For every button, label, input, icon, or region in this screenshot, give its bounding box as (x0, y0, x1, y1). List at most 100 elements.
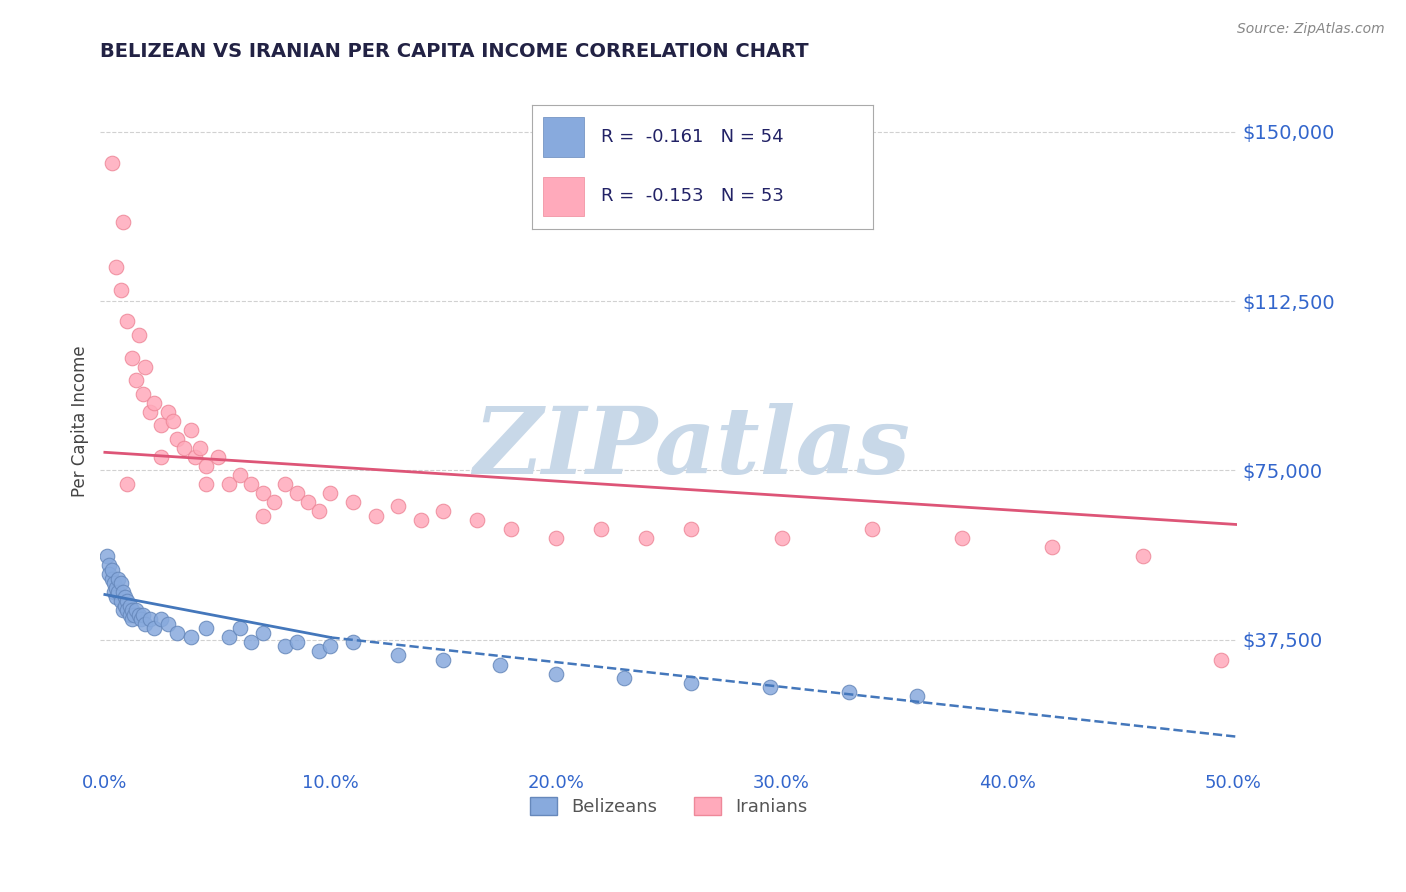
Point (105, 590, 128, 604)
Point (342, 635, 364, 649)
Point (128, 607, 150, 622)
Point (134, 616, 156, 631)
Point (122, 607, 145, 622)
Legend: Belizeans, Iranians: Belizeans, Iranians (523, 789, 814, 823)
Point (114, 599, 136, 613)
Point (111, 215, 134, 229)
Point (252, 626, 274, 640)
Point (143, 621, 166, 635)
Point (117, 477, 139, 491)
Point (96, 549, 118, 563)
Point (207, 450, 229, 464)
Point (110, 594, 132, 608)
Point (157, 616, 180, 631)
Point (157, 405, 180, 419)
Point (681, 522, 703, 536)
Point (117, 603, 139, 617)
Point (252, 486, 274, 500)
Point (114, 590, 136, 604)
Point (432, 653, 454, 667)
Point (613, 671, 636, 685)
Point (100, 156, 122, 170)
Point (132, 386, 155, 401)
Point (121, 351, 143, 365)
Point (134, 359, 156, 374)
Point (125, 603, 148, 617)
Point (499, 522, 522, 536)
Point (229, 621, 252, 635)
Point (118, 599, 141, 613)
Point (166, 626, 188, 640)
Point (1040, 540, 1063, 554)
Point (121, 603, 143, 617)
Point (166, 432, 188, 446)
Point (139, 405, 162, 419)
Point (218, 631, 240, 645)
Text: BELIZEAN VS IRANIAN PER CAPITA INCOME CORRELATION CHART: BELIZEAN VS IRANIAN PER CAPITA INCOME CO… (100, 42, 808, 61)
Point (488, 657, 510, 672)
Point (150, 612, 173, 626)
Point (111, 585, 134, 599)
Point (681, 675, 703, 690)
Point (195, 458, 218, 473)
Point (387, 648, 409, 663)
Point (98, 558, 121, 573)
Point (838, 684, 860, 698)
Text: ZIPatlas: ZIPatlas (472, 403, 910, 493)
Point (117, 594, 139, 608)
Point (860, 522, 883, 536)
Point (105, 581, 128, 595)
Point (770, 531, 793, 545)
Point (544, 666, 567, 681)
Point (139, 612, 162, 626)
Point (297, 495, 319, 509)
Point (387, 500, 409, 514)
Point (180, 423, 202, 437)
Point (342, 495, 364, 509)
Point (132, 607, 155, 622)
Point (105, 260, 128, 275)
Point (188, 441, 211, 455)
Text: Source: ZipAtlas.com: Source: ZipAtlas.com (1237, 22, 1385, 37)
Point (591, 522, 613, 536)
Point (180, 631, 202, 645)
Point (129, 612, 152, 626)
Point (150, 450, 173, 464)
Point (121, 612, 143, 626)
Point (240, 635, 263, 649)
Point (308, 644, 330, 658)
Point (274, 477, 297, 491)
Point (465, 513, 488, 527)
Point (100, 572, 122, 586)
Point (308, 504, 330, 518)
Point (319, 486, 342, 500)
Point (544, 531, 567, 545)
Point (103, 585, 125, 599)
Point (364, 508, 387, 523)
Point (285, 486, 308, 500)
Point (107, 585, 129, 599)
Point (110, 283, 132, 297)
Point (125, 373, 148, 387)
Point (432, 504, 454, 518)
Point (319, 640, 342, 654)
Point (274, 640, 297, 654)
Point (143, 395, 166, 409)
Point (218, 477, 240, 491)
Point (118, 607, 141, 622)
Point (252, 508, 274, 523)
Point (285, 635, 308, 649)
Point (150, 418, 173, 433)
Point (636, 531, 658, 545)
Point (98, 567, 121, 582)
Y-axis label: Per Capita Income: Per Capita Income (72, 345, 89, 497)
Point (759, 680, 782, 694)
Point (111, 603, 134, 617)
Point (950, 531, 973, 545)
Point (195, 477, 218, 491)
Point (162, 414, 184, 428)
Point (229, 467, 252, 482)
Point (100, 563, 122, 577)
Point (905, 689, 928, 703)
Point (195, 621, 218, 635)
